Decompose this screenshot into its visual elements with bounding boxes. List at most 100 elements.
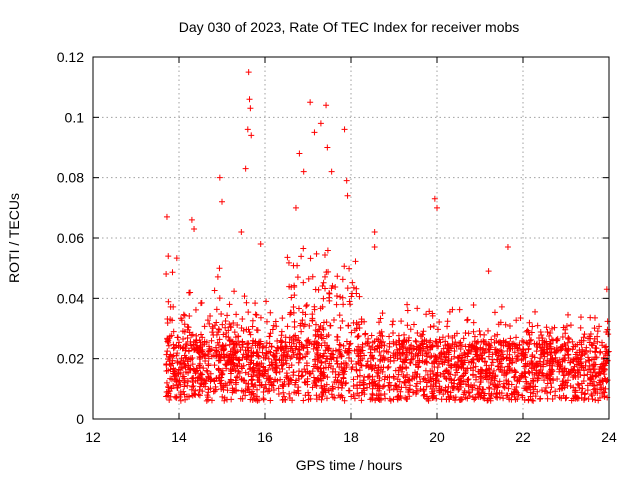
data-point bbox=[331, 394, 338, 401]
data-point bbox=[445, 368, 452, 375]
data-point bbox=[353, 319, 360, 326]
data-point bbox=[354, 390, 361, 397]
data-point bbox=[166, 388, 173, 395]
data-point bbox=[317, 305, 324, 312]
data-point bbox=[570, 358, 577, 365]
data-point bbox=[224, 387, 231, 394]
data-point bbox=[457, 346, 464, 353]
data-point bbox=[211, 362, 218, 369]
data-point bbox=[362, 331, 369, 338]
data-point bbox=[310, 374, 317, 381]
data-point bbox=[486, 346, 493, 353]
data-point bbox=[263, 298, 270, 305]
data-point bbox=[482, 367, 489, 374]
data-point bbox=[465, 390, 472, 397]
data-point bbox=[504, 392, 511, 399]
data-point bbox=[245, 383, 252, 390]
data-point bbox=[529, 375, 536, 382]
data-point bbox=[379, 333, 386, 340]
data-point bbox=[266, 387, 273, 394]
data-point bbox=[394, 386, 401, 393]
data-point bbox=[247, 331, 254, 338]
data-point bbox=[530, 386, 537, 393]
data-point bbox=[236, 357, 243, 364]
data-point bbox=[223, 396, 230, 403]
data-point bbox=[543, 384, 550, 391]
data-point bbox=[265, 355, 272, 362]
data-point bbox=[481, 349, 488, 356]
data-point bbox=[502, 321, 509, 328]
data-point bbox=[356, 379, 363, 386]
data-point bbox=[548, 384, 555, 391]
data-point bbox=[247, 396, 254, 403]
y-tick-label: 0.1 bbox=[65, 109, 85, 125]
data-point bbox=[435, 326, 442, 333]
data-point bbox=[591, 361, 598, 368]
data-point bbox=[335, 371, 342, 378]
data-point bbox=[372, 382, 379, 389]
data-point bbox=[168, 353, 175, 360]
data-point bbox=[442, 356, 449, 363]
data-point bbox=[297, 322, 304, 329]
data-point bbox=[426, 308, 433, 315]
data-point bbox=[205, 355, 212, 362]
data-point bbox=[324, 144, 331, 151]
data-point bbox=[207, 370, 214, 377]
data-point bbox=[404, 301, 411, 308]
data-point bbox=[572, 387, 579, 394]
plot-frame bbox=[92, 56, 610, 420]
data-point bbox=[294, 274, 301, 281]
data-point bbox=[526, 341, 533, 348]
data-point bbox=[374, 373, 381, 380]
data-point bbox=[244, 340, 251, 347]
data-point bbox=[365, 335, 372, 342]
data-point bbox=[417, 333, 424, 340]
data-point bbox=[249, 367, 256, 374]
data-point bbox=[290, 369, 297, 376]
data-point bbox=[436, 360, 443, 367]
data-point bbox=[390, 318, 397, 325]
data-point bbox=[185, 393, 192, 400]
data-point bbox=[405, 334, 412, 341]
data-point bbox=[560, 378, 567, 385]
data-point bbox=[556, 366, 563, 373]
data-point bbox=[512, 368, 519, 375]
data-point bbox=[163, 271, 170, 278]
data-point bbox=[231, 350, 238, 357]
data-point bbox=[549, 368, 556, 375]
data-point bbox=[163, 393, 170, 400]
data-point bbox=[234, 322, 241, 329]
data-point bbox=[546, 359, 553, 366]
data-point bbox=[521, 351, 528, 358]
data-point bbox=[232, 349, 239, 356]
data-point bbox=[333, 292, 340, 299]
data-point bbox=[410, 345, 417, 352]
data-point bbox=[520, 355, 527, 362]
data-point bbox=[349, 364, 356, 371]
data-point bbox=[317, 375, 324, 382]
data-point bbox=[412, 383, 419, 390]
data-point bbox=[194, 367, 201, 374]
data-point bbox=[296, 356, 303, 363]
data-point bbox=[268, 382, 275, 389]
data-point bbox=[377, 315, 384, 322]
data-point bbox=[313, 340, 320, 347]
data-point bbox=[336, 312, 343, 319]
data-point bbox=[330, 354, 337, 361]
data-point bbox=[316, 326, 323, 333]
data-point bbox=[561, 365, 568, 372]
data-point bbox=[174, 350, 181, 357]
data-point bbox=[163, 351, 170, 358]
data-point bbox=[186, 312, 193, 319]
data-point bbox=[278, 345, 285, 352]
data-point bbox=[295, 346, 302, 353]
data-point bbox=[404, 322, 411, 329]
data-point bbox=[445, 383, 452, 390]
data-point bbox=[509, 359, 516, 366]
data-point bbox=[420, 376, 427, 383]
data-point bbox=[581, 331, 588, 338]
data-point bbox=[307, 255, 314, 262]
data-point bbox=[270, 322, 277, 329]
data-point bbox=[349, 290, 356, 297]
data-point bbox=[385, 363, 392, 370]
